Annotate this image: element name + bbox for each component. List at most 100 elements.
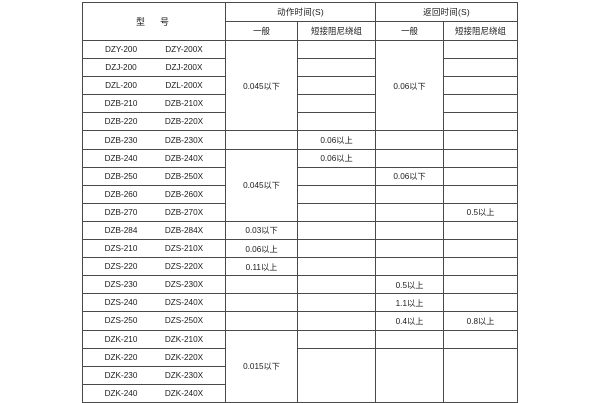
action-damped-value (296, 311, 377, 331)
model-code-variant: DZK-210X (164, 334, 204, 344)
table-row: DZB-240 DZB-240X 0.045以下 0.06以上 (82, 148, 519, 222)
action-general-value (225, 275, 298, 295)
return-damped-value (443, 257, 519, 277)
table-row: DZB-210 DZB-210X (82, 94, 519, 114)
model-code-variant: DZS-240X (164, 298, 204, 308)
model-cell: DZS-240 DZS-240X (82, 293, 226, 313)
model-cell: DZB-230 DZB-230X (82, 130, 226, 150)
model-code-variant: DZB-240X (164, 153, 204, 163)
model-code-primary: DZB-230 (104, 135, 138, 145)
model-code-primary: DZK-210 (104, 334, 138, 344)
action-general-value: 0.11以上 (225, 257, 298, 277)
model-code-variant: DZL-200X (165, 81, 203, 91)
return-general-value: 0.06以下 (375, 39, 445, 132)
model-code-primary: DZB-240 (104, 153, 138, 163)
action-damped-value (296, 94, 377, 114)
table-row: DZK-240 DZK-240X (82, 383, 518, 403)
action-damped-value (296, 202, 377, 222)
table-row: DZK-230 DZK-230X (82, 365, 518, 385)
model-code-primary: DZK-230 (104, 370, 138, 380)
action-damped-value (296, 58, 377, 78)
table-row: DZL-200 DZL-200X (82, 76, 519, 96)
model-code-primary: DZL-200 (105, 81, 137, 91)
return-damped-value: 0.8以上 (443, 311, 519, 331)
return-damped-value (443, 130, 519, 150)
model-cell: DZS-210 DZS-210X (82, 239, 226, 259)
return-damped-value: 0.5以上 (443, 202, 519, 222)
return-general-value (375, 347, 445, 403)
action-damped-value: 0.06以上 (296, 148, 377, 168)
model-code-variant: DZS-250X (164, 316, 204, 326)
table-row: DZJ-200 DZJ-200X (82, 58, 519, 78)
action-damped-value: 0.06以上 (296, 130, 377, 150)
action-general-value (225, 130, 298, 150)
model-code-primary: DZB-260 (104, 189, 138, 199)
model-code-primary: DZB-284 (104, 225, 138, 235)
table-row: DZB-230 DZB-230X 0.06以上 (82, 130, 519, 150)
model-code-variant: DZB-220X (164, 117, 204, 127)
model-code-variant: DZS-230X (164, 280, 204, 290)
action-damped-value (296, 275, 377, 295)
action-damped-value (296, 76, 377, 96)
model-code-primary: DZJ-200 (105, 63, 137, 73)
model-code-variant: DZB-230X (164, 135, 204, 145)
model-cell: DZB-250 DZB-250X (82, 166, 226, 186)
model-code-variant: DZB-270X (164, 207, 204, 217)
action-damped-value (296, 184, 377, 204)
return-general-value (375, 148, 445, 168)
model-cell: DZB-284 DZB-284X (82, 220, 226, 241)
model-code-primary: DZB-250 (104, 171, 138, 181)
return-damped-value (443, 347, 519, 403)
action-damped-value (296, 239, 377, 259)
header-group-action-time: 动作时间(S) (224, 2, 377, 22)
return-general-value (375, 130, 445, 150)
action-general-value (225, 293, 298, 313)
table-row: DZB-250 DZB-250X 0.06以下 (82, 166, 519, 186)
action-damped-value (296, 329, 377, 349)
model-cell: DZK-230 DZK-230X (82, 365, 226, 385)
header-action-general: 一般 (225, 21, 298, 41)
return-general-value (375, 239, 445, 259)
model-cell: DZB-260 DZB-260X (82, 184, 226, 204)
action-general-value: 0.06以上 (225, 239, 298, 259)
table-row: DZS-220 DZS-220X 0.11以上 (82, 257, 519, 277)
return-general-value: 0.06以下 (375, 166, 445, 186)
model-cell: DZK-240 DZK-240X (82, 383, 226, 403)
table-row: DZB-260 DZB-260X (82, 184, 519, 204)
return-damped-value (443, 94, 519, 114)
return-general-value: 0.5以上 (375, 275, 445, 295)
model-cell: DZB-220 DZB-220X (82, 112, 226, 132)
model-cell: DZS-230 DZS-230X (82, 275, 226, 295)
model-code-primary: DZK-220 (104, 352, 138, 362)
return-damped-value (443, 184, 519, 204)
model-code-variant: DZB-284X (164, 225, 204, 235)
action-damped-value (296, 220, 377, 241)
model-code-variant: DZS-220X (164, 262, 204, 272)
model-cell: DZS-250 DZS-250X (82, 311, 226, 331)
table-row: DZS-250 DZS-250X 0.4以上 0.8以上 (82, 311, 519, 331)
model-cell: DZS-220 DZS-220X (82, 257, 226, 277)
model-code-variant: DZB-260X (164, 189, 204, 199)
model-code-variant: DZB-210X (164, 99, 204, 109)
model-code-primary: DZS-220 (104, 262, 138, 272)
return-general-value: 1.1以上 (375, 293, 445, 313)
model-code-variant: DZK-240X (164, 388, 204, 398)
action-general-value: 0.045以下 (225, 148, 298, 222)
table-row: DZB-220 DZB-220X (82, 112, 519, 132)
return-damped-value (443, 329, 519, 349)
return-damped-value (443, 166, 519, 186)
table-body: DZY-200 DZY-200X 0.045以下 0.06以下 DZJ-200 … (82, 39, 519, 403)
table-row: DZS-210 DZS-210X 0.06以上 (82, 239, 519, 259)
action-damped-value (296, 39, 377, 60)
action-damped-value (296, 293, 377, 313)
return-damped-value (443, 293, 519, 313)
header-group-return-time: 返回时间(S) (375, 2, 519, 22)
table-row: DZS-240 DZS-240X 1.1以上 (82, 293, 519, 313)
model-code-primary: DZK-240 (104, 388, 138, 398)
table-row: DZS-230 DZS-230X 0.5以上 (82, 275, 519, 295)
return-damped-value (443, 239, 519, 259)
model-code-variant: DZB-250X (164, 171, 204, 181)
header-model-column: 型 号 (82, 2, 226, 41)
table-row: DZB-284 DZB-284X 0.03以下 (82, 220, 519, 241)
action-general-value (225, 311, 298, 331)
